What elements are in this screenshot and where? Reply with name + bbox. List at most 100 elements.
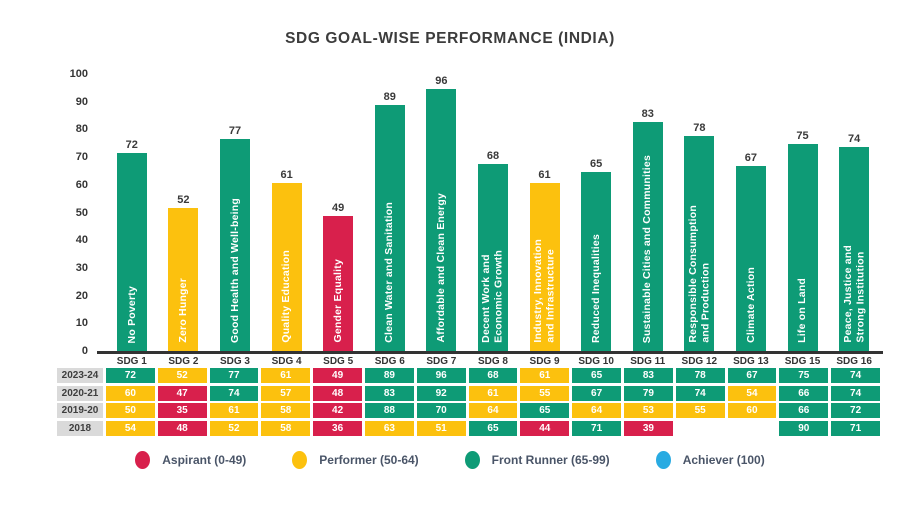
bar-goal-label: No Poverty (125, 285, 138, 343)
bar-column: 89 Clean Water and Sanitation (364, 75, 416, 352)
table-cell: 35 (157, 403, 207, 418)
aspirant-color-dot-icon (135, 451, 151, 469)
table-cell: 52 (209, 420, 259, 436)
y-tick-label: 90 (75, 95, 88, 108)
y-tick-label: 60 (75, 178, 88, 191)
legend-item: Achiever (100) (655, 451, 765, 469)
table-row-header: 2019-20 (57, 403, 103, 418)
bar-column: 83 Sustainable Cities and Communities (622, 75, 674, 352)
table-cell: 79 (623, 385, 673, 401)
bar-goal-label: Industry, Innovation and Infrastructure (531, 239, 557, 343)
bar-column: 74 Peace, Justice and Strong Institution (828, 75, 880, 352)
bar: Good Health and Well-being (219, 138, 250, 352)
bar: Peace, Justice and Strong Institution (839, 147, 870, 352)
table-cell: 72 (106, 368, 155, 383)
x-axis-tick-label: SDG 10 (578, 356, 614, 367)
x-axis-tick-label: SDG 13 (733, 356, 769, 367)
bar: No Poverty (116, 152, 147, 352)
table-cell: 75 (779, 368, 829, 383)
bar: Decent Work and Economic Growth (477, 163, 508, 352)
y-axis: 0 10 20 30 40 50 60 70 80 90 100 (38, 0, 88, 360)
table-cell: 36 (313, 420, 362, 436)
bar-value-label: 96 (435, 75, 448, 87)
bar-goal-label: Good Health and Well-being (228, 197, 241, 343)
table-cell: 50 (106, 403, 155, 418)
legend: Aspirant (0-49) Performer (50-64) Front Ru… (0, 451, 900, 469)
y-tick-label: 30 (75, 261, 88, 274)
bar-column: 61 Industry, Innovation and Infrastructur… (519, 75, 571, 352)
table-cell: 74 (831, 368, 880, 383)
bar-goal-label: Life on Land (796, 278, 809, 343)
table-cell: 61 (261, 368, 311, 383)
table-cell: 54 (727, 385, 777, 401)
table-cell: 64 (468, 403, 518, 418)
bar-goal-label: Sustainable Cities and Communities (641, 154, 654, 343)
table-cell: 53 (623, 403, 673, 418)
bar-value-label: 61 (538, 169, 551, 182)
table-cell: 77 (209, 368, 259, 383)
bar-column: 77 Good Health and Well-being (209, 75, 261, 352)
bar-column: 72 No Poverty (106, 75, 158, 352)
bar-goal-label: Reduced Inequalities (589, 233, 602, 343)
table-cell: 63 (364, 420, 414, 436)
bar: Climate Action (735, 166, 766, 352)
table-cell: 61 (520, 368, 570, 383)
x-axis-tick-label: SDG 12 (681, 356, 718, 367)
table-cell: 51 (416, 420, 466, 436)
bar: Zero Hunger (168, 207, 199, 352)
x-axis-tick-label: SDG 2 (168, 356, 199, 367)
table-row-header: 2018 (57, 420, 103, 436)
table-cell: 74 (209, 385, 259, 401)
table-row-header: 2020-21 (57, 385, 103, 401)
table-cell: 88 (364, 403, 414, 418)
legend-label: Front Runner (65-99) (491, 453, 610, 467)
x-axis-tick-label: SDG 7 (426, 356, 457, 367)
y-tick-label: 80 (75, 123, 88, 136)
bar-value-label: 89 (383, 91, 396, 104)
bar: Life on Land (787, 144, 818, 352)
y-tick-label: 20 (75, 289, 88, 302)
x-axis-tick-label: SDG 15 (784, 356, 821, 367)
bar-goal-label: Affordable and Clean Energy (435, 193, 448, 343)
bar-value-label: 78 (693, 121, 706, 134)
table-cell: 96 (416, 368, 466, 383)
table-cell: 60 (727, 403, 777, 418)
bar-value-label: 49 (332, 202, 345, 215)
bar-value-label: 52 (177, 193, 190, 206)
bar-column: 67 Climate Action (725, 75, 777, 352)
bar-goal-label: Quality Education (280, 250, 293, 343)
table-cell-empty (728, 421, 777, 436)
bar: Reduced Inequalities (581, 171, 612, 352)
bar-goal-label: Gender Equality (331, 259, 344, 343)
bar-value-label: 75 (796, 130, 809, 143)
table-cell: 66 (779, 385, 829, 401)
table-cell: 78 (675, 368, 725, 383)
bar-column: 75 Life on Land (777, 75, 829, 352)
bar-goal-label: Clean Water and Sanitation (383, 202, 396, 343)
table-cell: 68 (468, 368, 518, 383)
table-cell: 44 (520, 420, 570, 436)
x-axis-tick-label: SDG 8 (477, 356, 508, 367)
legend-label: Aspirant (0-49) (162, 453, 247, 467)
bar-goal-label: Peace, Justice and Strong Institution (841, 245, 867, 343)
x-axis-tick-label: SDG 6 (374, 356, 405, 367)
table-cell: 54 (106, 420, 155, 436)
x-axis-tick-label: SDG 9 (529, 356, 560, 367)
table-cell: 57 (261, 385, 311, 401)
bar-value-label: 77 (228, 124, 242, 137)
table-cell: 71 (572, 420, 621, 436)
table-cell: 65 (520, 403, 570, 418)
plot-area: 72 No Poverty 52 Zero Hunger 77 Good Health a… (106, 75, 880, 352)
performer-color-dot-icon (292, 451, 308, 469)
bar-goal-label: Climate Action (744, 267, 757, 343)
table-cell: 67 (572, 385, 621, 401)
bar-column: 49 Gender Equality (312, 75, 364, 352)
x-axis-tick-label: SDG 16 (836, 356, 872, 367)
table-cell: 58 (261, 403, 311, 418)
bar-goal-label: Decent Work and Economic Growth (480, 250, 505, 343)
table-cell: 55 (675, 403, 725, 418)
bar: Clean Water and Sanitation (374, 105, 405, 352)
table-cell: 70 (416, 403, 466, 418)
bar: Sustainable Cities and Communities (632, 122, 663, 352)
